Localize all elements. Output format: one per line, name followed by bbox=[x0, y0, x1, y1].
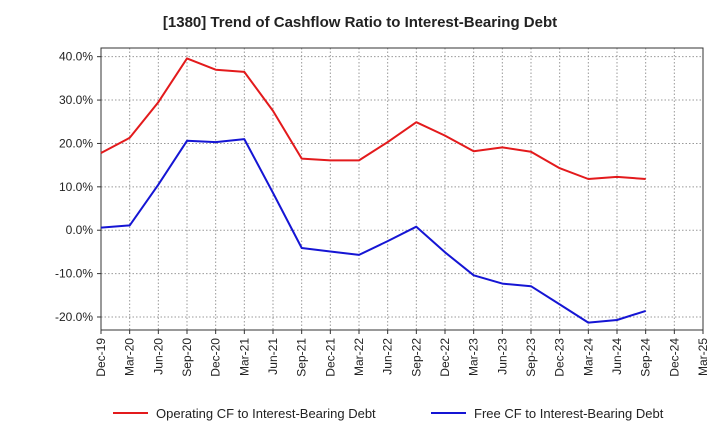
x-tick-label: Jun-24 bbox=[610, 338, 624, 375]
x-tick-label: Sep-23 bbox=[524, 338, 538, 377]
x-tick-label: Dec-19 bbox=[94, 338, 108, 377]
series-line-free-cf bbox=[100, 138, 647, 324]
x-tick-label: Mar-20 bbox=[123, 338, 137, 376]
y-tick-label: 40.0% bbox=[59, 50, 93, 64]
x-tick-label: Jun-20 bbox=[151, 338, 165, 375]
x-tick-label: Sep-22 bbox=[409, 338, 423, 377]
x-tick-label: Mar-23 bbox=[467, 338, 481, 376]
chart-title: [1380] Trend of Cashflow Ratio to Intere… bbox=[162, 14, 558, 31]
y-tick-label: -20.0% bbox=[55, 310, 93, 324]
x-tick-label: Dec-22 bbox=[438, 338, 452, 377]
y-tick-label: -10.0% bbox=[55, 267, 93, 281]
x-tick-label: Dec-20 bbox=[209, 338, 223, 377]
series-line-operating-cf bbox=[100, 57, 646, 180]
legend-label: Free CF to Interest-Bearing Debt bbox=[474, 406, 664, 421]
y-tick-label: 10.0% bbox=[59, 180, 93, 194]
x-tick-label: Mar-22 bbox=[352, 338, 366, 376]
y-tick-label: 20.0% bbox=[59, 136, 93, 150]
plot-frame bbox=[100, 47, 704, 331]
x-tick-label: Mar-25 bbox=[696, 338, 710, 376]
x-tick-label: Jun-23 bbox=[495, 338, 509, 375]
x-tick-label: Jun-22 bbox=[381, 338, 395, 375]
y-tick-label: 0.0% bbox=[66, 223, 94, 237]
x-tick-label: Mar-21 bbox=[237, 338, 251, 376]
x-tick-label: Sep-24 bbox=[639, 338, 653, 377]
x-tick-label: Mar-24 bbox=[581, 338, 595, 376]
x-tick-label: Sep-21 bbox=[295, 338, 309, 377]
x-tick-label: Dec-24 bbox=[667, 338, 681, 377]
x-tick-label: Dec-21 bbox=[323, 338, 337, 377]
x-tick-label: Dec-23 bbox=[553, 338, 567, 377]
x-tick-label: Jun-21 bbox=[266, 338, 280, 375]
y-tick-label: 30.0% bbox=[59, 93, 93, 107]
x-tick-label: Sep-20 bbox=[180, 338, 194, 377]
legend-label: Operating CF to Interest-Bearing Debt bbox=[156, 406, 376, 421]
